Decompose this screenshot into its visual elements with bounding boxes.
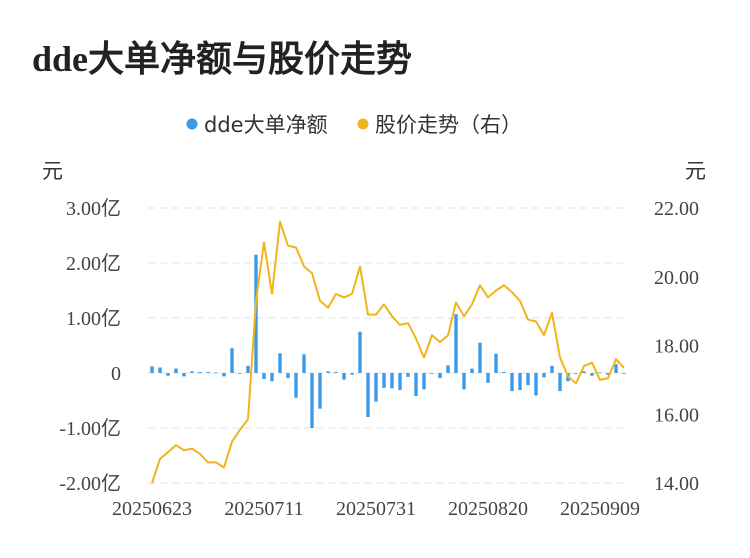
right-tick-label: 14.00 [654, 473, 699, 495]
bar [406, 373, 410, 377]
bar [510, 373, 514, 392]
bar [582, 371, 586, 373]
bar [454, 314, 458, 373]
x-tick-label: 20250909 [560, 498, 640, 520]
bar [342, 373, 346, 380]
bar [502, 371, 506, 373]
bar [262, 373, 266, 380]
bar [230, 348, 234, 373]
legend-marker-dde [186, 118, 198, 130]
bar [246, 365, 250, 373]
left-tick-label: 2.00亿 [66, 252, 121, 275]
bar [558, 373, 562, 392]
bar [542, 373, 546, 378]
bar [198, 371, 202, 373]
bar [182, 373, 186, 377]
left-axis-unit: 元 [42, 159, 63, 183]
bar [462, 373, 466, 390]
bar [534, 373, 538, 396]
bar [190, 371, 194, 373]
bar [270, 373, 274, 382]
right-tick-label: 22.00 [654, 198, 699, 220]
x-tick-label: 20250731 [336, 498, 416, 520]
bar [486, 373, 490, 383]
bar [366, 373, 370, 417]
right-tick-label: 18.00 [654, 336, 699, 358]
x-tick-label: 20250820 [448, 498, 528, 520]
bar [294, 373, 298, 398]
bar [238, 373, 242, 374]
bar [158, 367, 162, 373]
bar [286, 373, 290, 378]
right-tick-label: 20.00 [654, 267, 699, 289]
bar [214, 372, 218, 374]
bar [166, 373, 170, 376]
bar [422, 373, 426, 390]
bar [278, 353, 282, 373]
bar [518, 373, 522, 391]
bar [526, 373, 530, 386]
bar [414, 373, 418, 397]
legend-label-dde[interactable]: dde大单净额 [204, 113, 328, 137]
bar [150, 366, 154, 373]
left-tick-label: 3.00亿 [66, 197, 121, 220]
bar [358, 331, 362, 373]
left-axis-ticks: -2.00亿 -1.00亿 0 1.00亿 2.00亿 3.00亿 [59, 197, 121, 495]
bar [350, 373, 354, 375]
bar [430, 373, 434, 374]
bar [206, 371, 210, 373]
bar [334, 371, 338, 373]
bar [598, 372, 602, 374]
bar [470, 368, 474, 373]
bar [622, 373, 626, 374]
x-tick-label: 20250623 [112, 498, 192, 520]
bar [494, 353, 498, 373]
left-tick-label: 1.00亿 [66, 307, 121, 330]
bar [398, 373, 402, 391]
legend-label-price[interactable]: 股价走势（右） [375, 113, 522, 137]
legend: dde大单净额 股价走势（右） [186, 113, 522, 137]
bar [310, 373, 314, 428]
line-series-price [151, 220, 625, 484]
bar-series-dde [150, 254, 626, 428]
right-axis-unit: 元 [685, 159, 706, 183]
legend-marker-price [357, 118, 369, 130]
bar [590, 373, 594, 376]
gridlines [148, 207, 628, 484]
bar [606, 373, 610, 375]
bar [574, 373, 578, 374]
chart-title: dde大单净额与股价走势 [32, 39, 413, 79]
bar [222, 373, 226, 377]
bar [374, 373, 378, 402]
left-tick-label: -2.00亿 [59, 472, 121, 495]
left-tick-label: -1.00亿 [59, 417, 121, 440]
right-axis-ticks: 14.00 16.00 18.00 20.00 22.00 [654, 198, 699, 495]
bar [382, 373, 386, 388]
bar [390, 373, 394, 389]
x-axis-ticks: 20250623 20250711 20250731 20250820 20250909 [112, 498, 640, 520]
right-tick-label: 16.00 [654, 404, 699, 426]
bar [446, 365, 450, 373]
bar [550, 365, 554, 373]
bar [614, 364, 618, 373]
bar [438, 373, 442, 378]
left-tick-label: 0 [111, 363, 121, 385]
bar [318, 373, 322, 409]
x-tick-label: 20250711 [224, 498, 303, 520]
bar [326, 371, 330, 373]
bar [302, 354, 306, 373]
bar [478, 342, 482, 373]
bar [174, 368, 178, 373]
